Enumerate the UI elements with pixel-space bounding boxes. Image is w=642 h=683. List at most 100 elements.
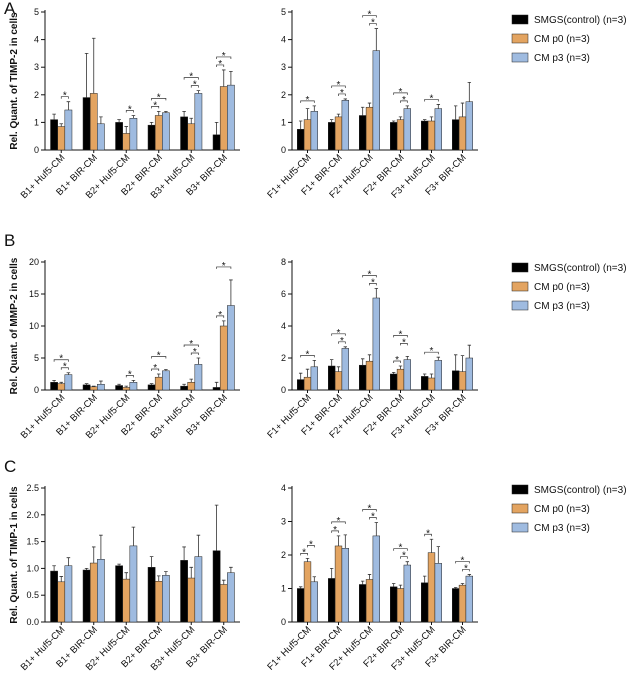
legend-swatch (511, 262, 529, 273)
y-tick-label: 0.5 (26, 590, 39, 600)
bar (396, 588, 405, 623)
bar (341, 348, 349, 391)
sig-label: * (399, 543, 403, 554)
sig-label: * (128, 105, 132, 116)
error-bar (196, 357, 201, 365)
bar (115, 122, 123, 151)
bar (57, 581, 66, 623)
bar (97, 559, 105, 623)
y-tick-label: 0.0 (26, 617, 39, 627)
error-bar (99, 534, 103, 560)
error-bar (182, 383, 186, 387)
error-bar (221, 320, 226, 326)
y-tick-label: 0 (281, 145, 286, 155)
bar (427, 120, 436, 151)
bar (341, 548, 349, 623)
bar (372, 535, 380, 623)
sig-bracket (190, 352, 199, 355)
bar (180, 560, 188, 623)
sig-label: * (430, 346, 434, 357)
bar (452, 588, 460, 623)
y-tick-label: 1.5 (26, 537, 39, 547)
error-bar (189, 378, 194, 383)
error-bar (221, 69, 226, 87)
error-bar (156, 110, 161, 116)
y-tick-label: 0 (281, 385, 286, 395)
bar (372, 297, 380, 391)
error-bar (229, 279, 233, 306)
sig-bracket (183, 344, 199, 347)
bar (359, 364, 367, 391)
y-tick-label: 2 (281, 550, 286, 560)
legend-label: CM p3 (n=3) (534, 523, 590, 534)
bar (303, 561, 312, 623)
bar (328, 122, 336, 151)
sig-bracket (151, 368, 160, 371)
y-tick-label: 2.5 (26, 483, 39, 493)
sig-label: * (402, 551, 406, 562)
legend-swatch (511, 300, 529, 311)
bar (97, 383, 105, 391)
sig-label: * (371, 277, 375, 288)
sig-bracket (183, 77, 199, 80)
sig-label: * (402, 337, 406, 348)
bar (180, 116, 188, 151)
bar (452, 119, 460, 151)
bar (328, 365, 336, 391)
bar (82, 384, 91, 391)
error-bar (360, 580, 365, 585)
y-axis-label: Rel. Quant. of TIMP-2 in cells (9, 12, 20, 150)
sig-bracket (53, 359, 69, 362)
bar (334, 371, 343, 391)
sig-label: * (128, 369, 132, 380)
error-bar (312, 576, 317, 582)
sig-label: * (63, 91, 67, 102)
bar (227, 84, 235, 151)
bar (89, 562, 98, 623)
error-bar (460, 355, 465, 372)
legend-label: SMGS(control) (n=3) (534, 485, 627, 496)
error-bar (343, 346, 348, 349)
sig-bracket (362, 509, 377, 512)
error-bar (99, 380, 103, 385)
bar (458, 371, 467, 391)
error-bar (374, 522, 379, 536)
y-tick-label: 5 (34, 353, 39, 363)
bar (421, 120, 429, 151)
sig-label: * (222, 261, 226, 272)
y-tick-label: 4 (34, 35, 39, 45)
y-tick-label: 2 (281, 353, 286, 363)
error-bar (59, 576, 64, 582)
y-axis-label: Rel. Quant. of MMP-2 in cells (9, 257, 20, 394)
error-bar (156, 575, 161, 582)
sig-label: * (193, 347, 197, 358)
error-bar (124, 126, 129, 134)
error-bar (99, 116, 103, 124)
error-bar (460, 102, 465, 117)
bar (403, 564, 411, 623)
sig-label: * (218, 310, 222, 321)
bar (396, 368, 405, 391)
bar (227, 572, 235, 623)
error-bar (91, 37, 96, 94)
error-bar (298, 120, 303, 130)
sig-bracket (60, 96, 69, 99)
legend-label: SMGS(control) (n=3) (534, 15, 627, 26)
bar (297, 129, 305, 151)
error-bar (405, 105, 410, 109)
error-bar (460, 583, 465, 586)
sig-bracket (300, 553, 308, 556)
error-bar (305, 368, 310, 378)
sig-label: * (340, 88, 344, 99)
sig-label: * (337, 328, 341, 339)
bar (129, 118, 138, 151)
bar (219, 86, 228, 151)
bar (334, 545, 343, 623)
error-bar (398, 584, 403, 589)
bar (359, 584, 367, 623)
error-bar (436, 546, 441, 564)
error-bar (429, 538, 434, 553)
error-bar (329, 359, 334, 366)
error-bar (453, 354, 458, 371)
